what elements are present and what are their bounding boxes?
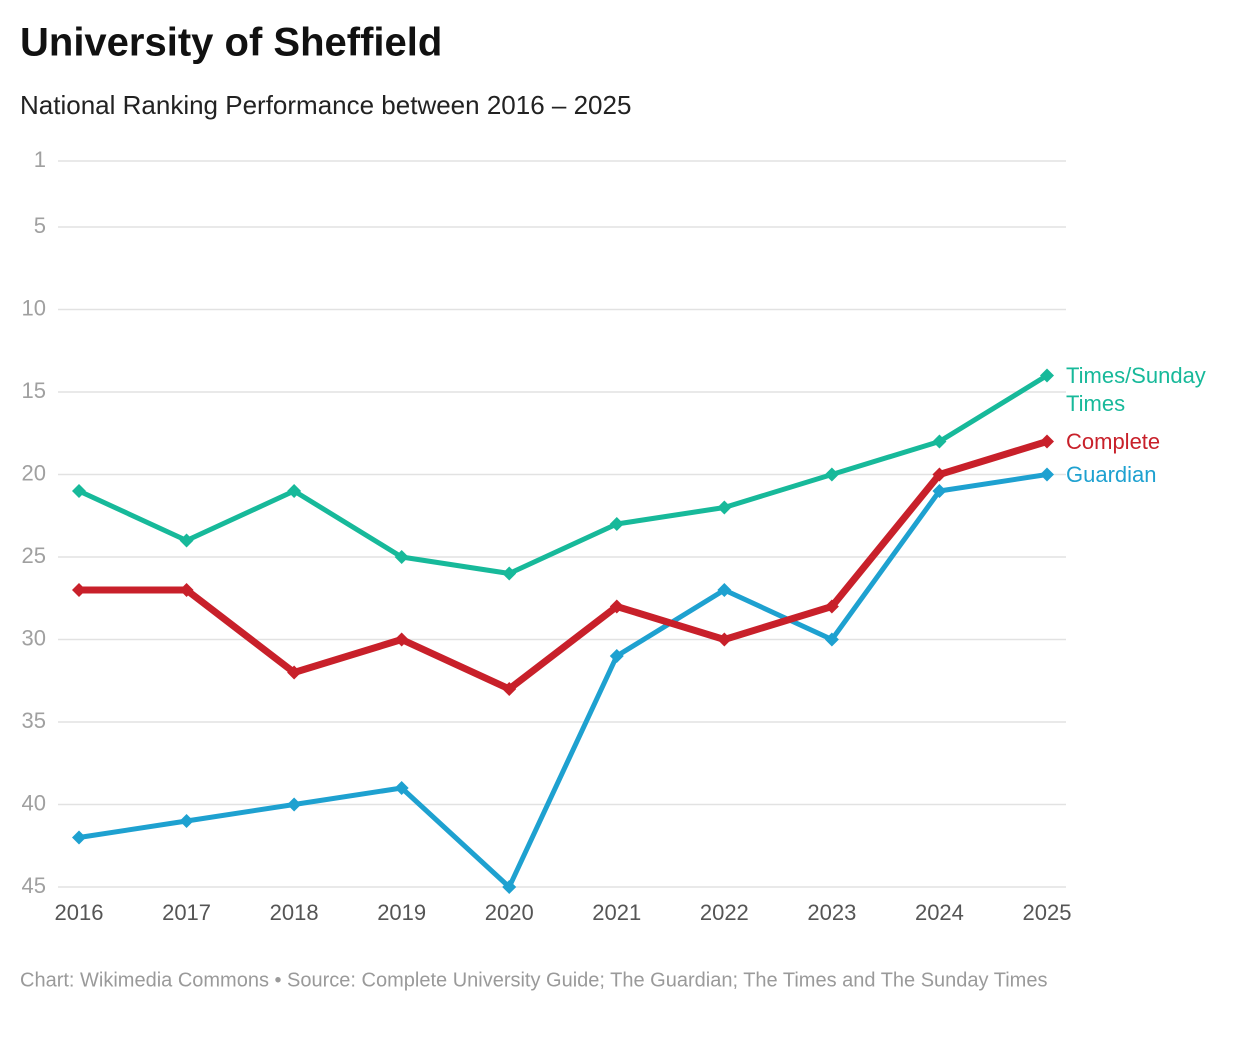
marker: [72, 583, 86, 597]
y-tick-label: 5: [34, 213, 46, 238]
x-tick-label: 2025: [1023, 900, 1072, 925]
marker: [72, 484, 86, 498]
marker: [287, 484, 302, 498]
marker: [717, 500, 732, 515]
y-tick-label: 20: [22, 460, 46, 485]
y-tick-label: 40: [22, 790, 46, 815]
legend-label: Complete: [1066, 428, 1161, 454]
x-tick-label: 2020: [485, 900, 534, 925]
x-tick-label: 2021: [592, 900, 641, 925]
marker: [932, 467, 947, 482]
caption: Chart: Wikimedia Commons • Source: Compl…: [20, 969, 1047, 991]
marker: [287, 797, 302, 812]
marker: [179, 533, 194, 548]
marker: [179, 814, 194, 828]
marker: [502, 682, 517, 696]
y-tick-label: 1: [34, 147, 46, 172]
marker: [609, 599, 624, 614]
y-tick-label: 35: [22, 708, 46, 733]
y-tick-label: 30: [22, 625, 46, 650]
line: [79, 438, 1049, 693]
y-tick-label: 25: [22, 543, 46, 568]
x-tick-label: 2016: [55, 900, 104, 925]
marker: [394, 632, 409, 647]
marker: [502, 566, 517, 581]
x-tick-label: 2019: [377, 900, 426, 925]
marker: [824, 599, 839, 614]
marker: [824, 467, 839, 482]
x-tick-label: 2024: [915, 900, 964, 925]
legend-label: Times/Sunday Times: [1066, 362, 1206, 416]
y-tick-label: 10: [22, 295, 46, 320]
line: [78, 472, 1048, 890]
line: [77, 373, 1049, 576]
marker: [502, 880, 517, 894]
legend-label: Guardian: [1066, 461, 1157, 487]
marker: [717, 632, 732, 647]
x-tick-label: 2023: [807, 900, 856, 925]
marker: [394, 781, 409, 795]
marker: [287, 665, 302, 680]
marker: [932, 484, 947, 498]
y-tick-label: 45: [22, 873, 46, 898]
y-tick-label: 15: [22, 378, 46, 403]
marker: [394, 550, 409, 564]
marker: [1040, 467, 1054, 482]
marker: [609, 517, 624, 531]
x-tick-label: 2018: [270, 900, 319, 925]
chart-subtitle: National Ranking Performance between 201…: [20, 90, 631, 120]
marker: [717, 583, 732, 597]
marker: [932, 434, 947, 449]
marker: [179, 583, 194, 597]
x-tick-label: 2017: [162, 900, 211, 925]
marker: [824, 632, 839, 647]
chart-title: University of Sheffield: [20, 21, 442, 65]
marker: [609, 649, 624, 663]
marker: [72, 830, 86, 845]
marker: [1040, 434, 1054, 449]
x-tick-label: 2022: [700, 900, 749, 925]
marker: [1040, 368, 1054, 383]
